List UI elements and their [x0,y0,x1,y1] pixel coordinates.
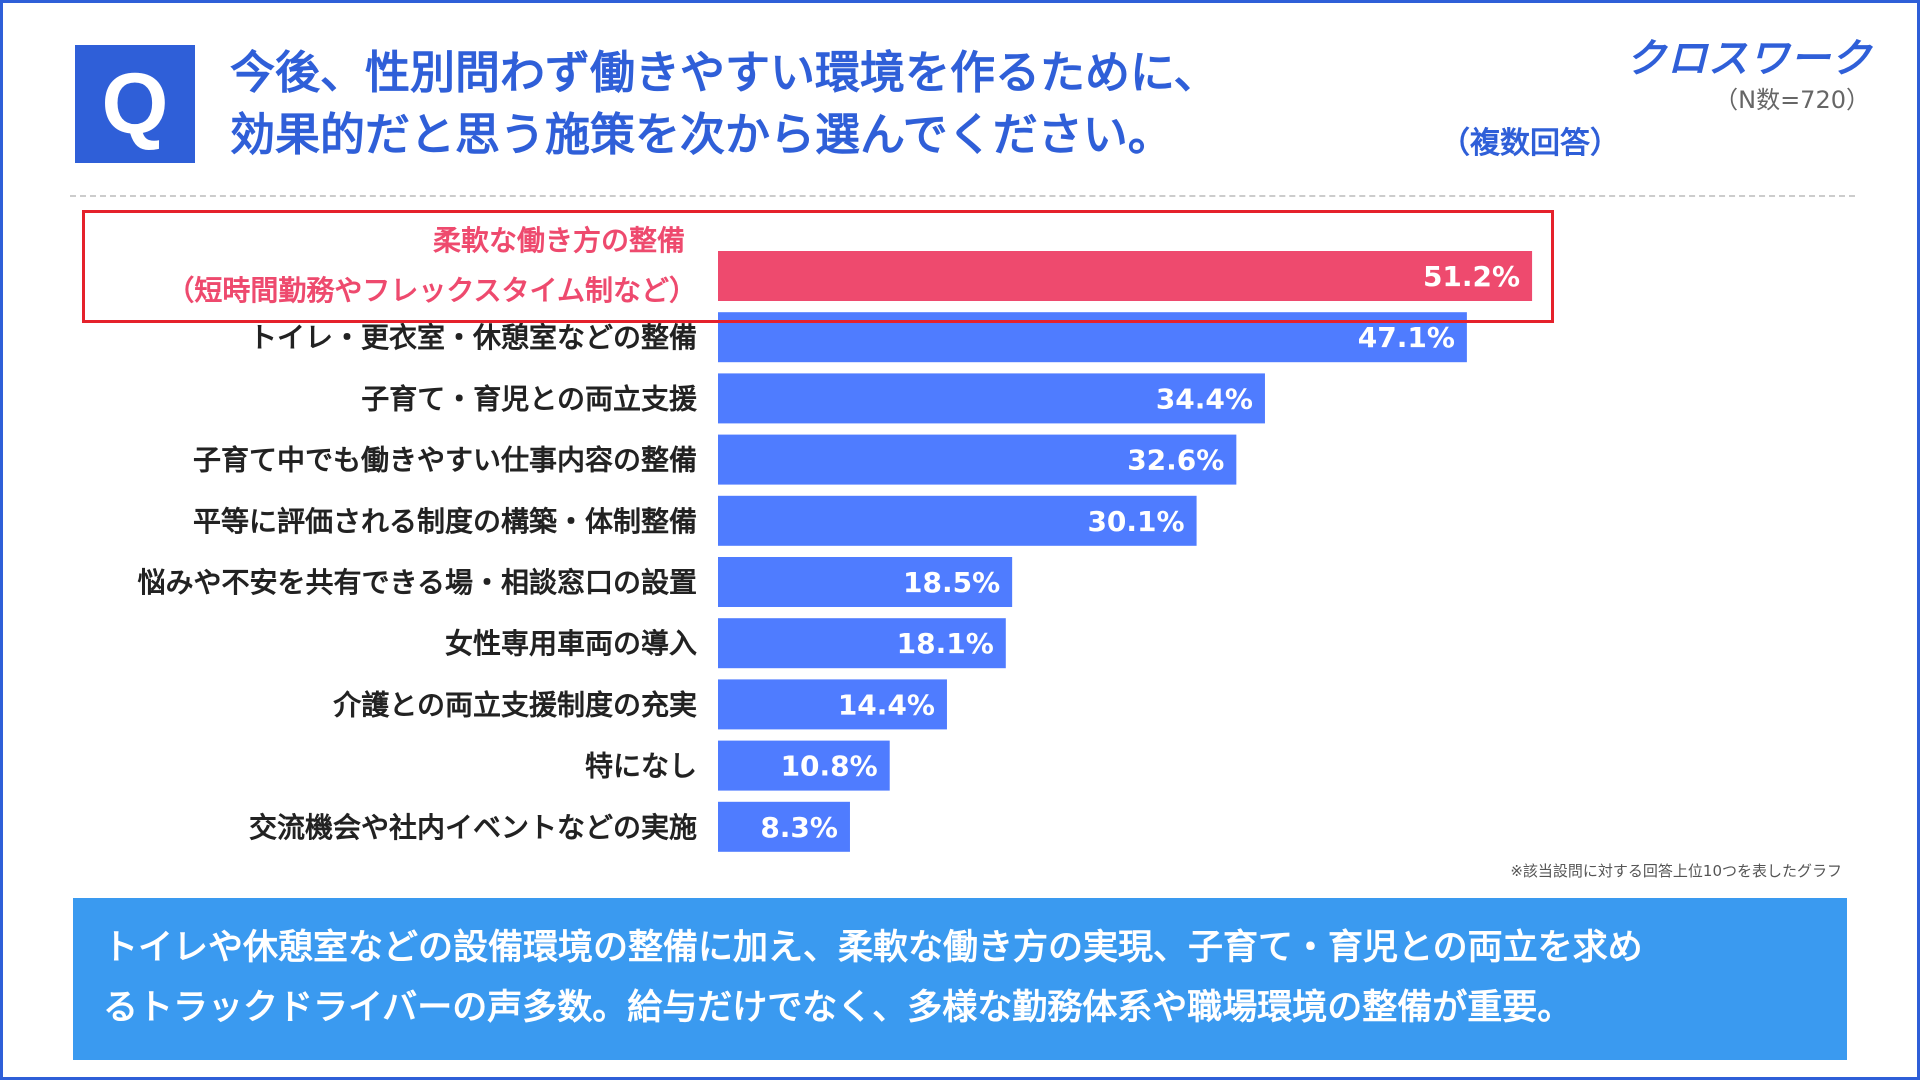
summary-box: トイレや休憩室などの設備環境の整備に加え、柔軟な働き方の実現、子育て・育児との両… [73,898,1847,1060]
sample-size: （N数=720） [1714,86,1870,114]
bar-7 [718,679,947,730]
bar-5 [718,557,1013,607]
category-label-4: 平等に評価される制度の構築・体制整備 [193,505,697,538]
brand-logo: クロスワーク [1626,36,1872,82]
category-label-9: 交流機会や社内イベントなどの実施 [249,811,697,844]
question-title: 今後、性別問わず働きやすい環境を作るために、 効果的だと思う施策を次から選んでく… [230,42,1219,166]
bar-3 [718,434,1237,485]
highlight-frame [82,210,1554,323]
bar-value-label-4: 30.1% [1087,505,1184,538]
bar-4 [718,495,1197,546]
bar-value-label-7: 14.4% [838,688,935,721]
bar-value-label-2: 34.4% [1156,382,1253,415]
bar-value-label-6: 18.1% [897,627,994,660]
category-label-6: 女性専用車両の導入 [445,627,697,660]
bar-chart: 51.2% 柔軟な働き方の整備 （短時間勤務やフレックスタイム制など） 47.1% トイ… [138,224,1533,852]
bar-value-label-0: 51.2% [1423,260,1520,293]
bar-2 [718,373,1265,424]
category-label-2: 子育て・育児との両立支援 [361,382,698,415]
multiple-answer-note: （複数回答） [1440,126,1620,161]
question-title-line-2: 効果的だと思う施策を次から選んでください。 [230,108,1173,161]
bar-8 [718,740,890,791]
summary-line-1: トイレや休憩室などの設備環境の整備に加え、柔軟な働き方の実現、子育て・育児との両… [103,928,1643,968]
bar-value-label-3: 32.6% [1127,444,1224,477]
summary-line-2: るトラックドライバーの声多数。給与だけでなく、多様な勤務体系や職場環境の整備が重… [103,988,1573,1028]
category-label-8: 特になし [585,750,697,783]
chart-footnote: ※該当設問に対する回答上位10つを表したグラフ [1510,862,1842,880]
question-title-line-1: 今後、性別問わず働きやすい環境を作るために、 [230,46,1219,99]
category-label-5: 悩みや不安を共有できる場・相談窓口の設置 [138,566,697,599]
category-label-1: トイレ・更衣室・休憩室などの整備 [249,321,697,354]
bar-6 [718,618,1006,669]
category-label-3: 子育て中でも働きやすい仕事内容の整備 [193,444,697,477]
question-badge: Q [75,45,195,163]
header-divider [70,195,1855,197]
bar-9 [718,801,850,852]
category-label-0-line-1: （短時間勤務やフレックスタイム制など） [166,274,697,307]
category-label-7: 介護との両立支援制度の充実 [332,688,697,721]
bar-value-label-5: 18.5% [903,566,1000,599]
bar-0 [718,251,1533,301]
category-label-0-line-0: 柔軟な働き方の整備 [433,224,685,257]
bar-value-label-9: 8.3% [760,811,838,844]
bar-value-label-1: 47.1% [1358,321,1455,354]
bar-value-label-8: 10.8% [781,750,878,783]
